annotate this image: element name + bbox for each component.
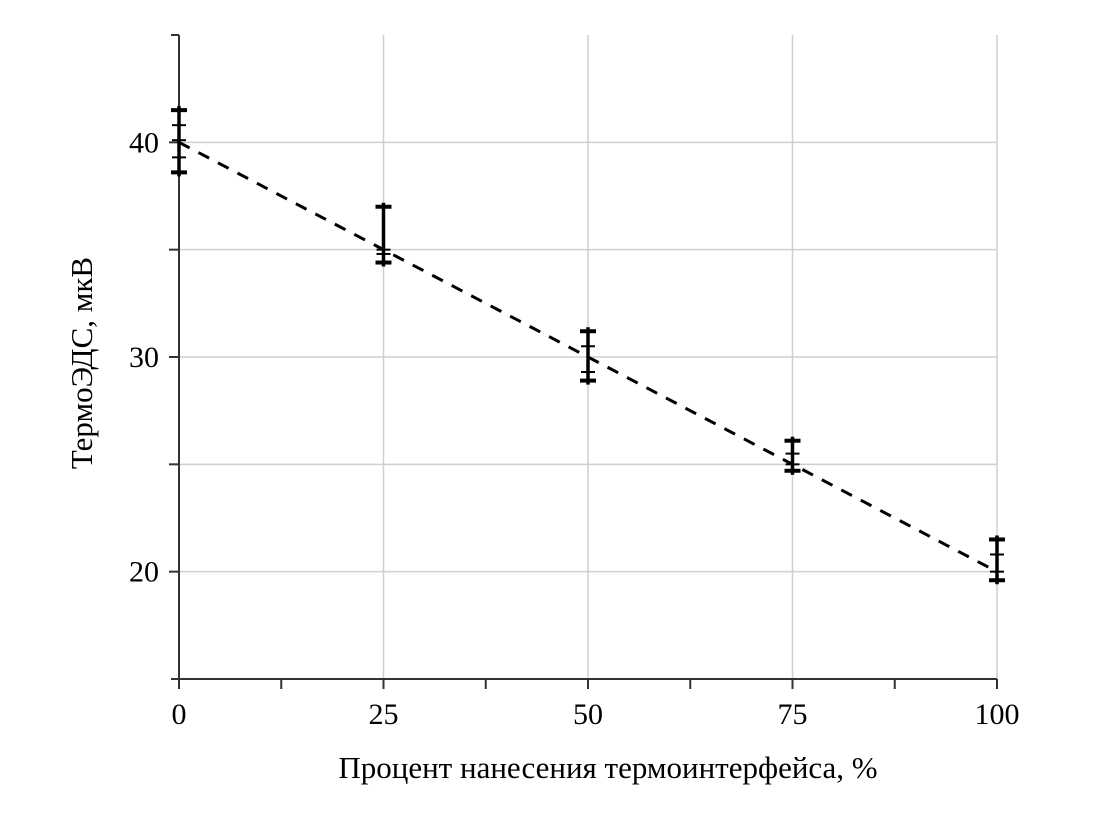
- y-tick-label: 40: [129, 126, 159, 159]
- grid: [179, 35, 998, 679]
- axes: [169, 34, 998, 689]
- x-tick-label: 0: [172, 698, 187, 731]
- x-tick-label: 100: [975, 698, 1020, 731]
- x-tick-label: 75: [778, 698, 808, 731]
- y-tick-label: 30: [129, 341, 159, 374]
- error-bars: [171, 106, 1005, 585]
- x-tick-label: 50: [573, 698, 603, 731]
- x-tick-label: 25: [369, 698, 399, 731]
- y-tick-label: 20: [129, 556, 159, 589]
- tick-labels: 0 25 50 75 100 20 30 40: [129, 126, 1020, 731]
- x-axis-label: Процент нанесения термоинтерфейса, %: [338, 750, 877, 785]
- y-axis-label: ТермоЭДС, мкВ: [64, 257, 99, 469]
